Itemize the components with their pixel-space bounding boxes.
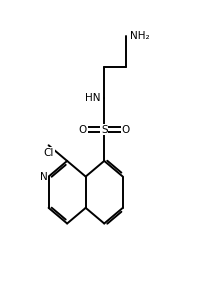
Text: O: O <box>122 125 130 135</box>
Text: HN: HN <box>85 93 100 103</box>
Text: Cl: Cl <box>43 148 54 158</box>
Text: S: S <box>101 125 108 135</box>
Text: O: O <box>79 125 87 135</box>
Text: N: N <box>40 172 48 181</box>
Text: NH₂: NH₂ <box>130 31 149 41</box>
